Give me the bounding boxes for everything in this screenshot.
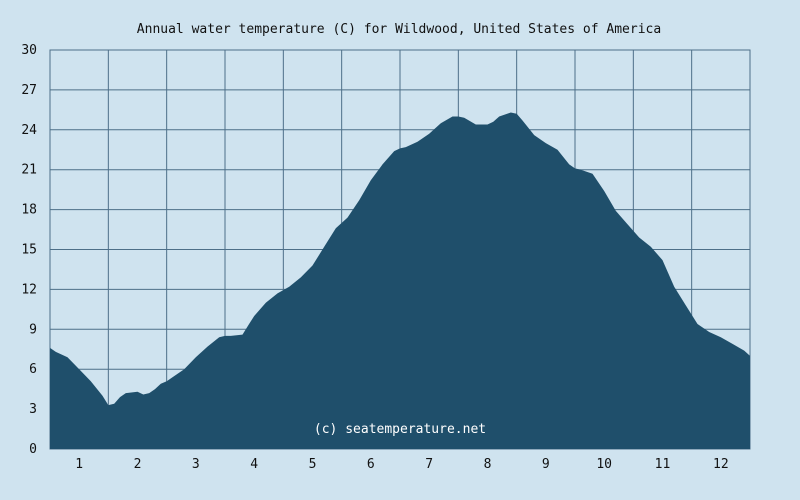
temperature-area-series: [50, 112, 750, 449]
y-tick-label: 18: [21, 203, 37, 218]
x-tick-label: 1: [75, 457, 83, 472]
y-tick-label: 21: [21, 163, 37, 178]
y-tick-label: 15: [21, 243, 37, 258]
x-tick-label: 12: [713, 457, 729, 472]
x-tick-label: 6: [367, 457, 375, 472]
y-tick-label: 24: [21, 123, 37, 138]
y-tick-label: 0: [29, 442, 37, 457]
y-tick-label: 12: [21, 282, 37, 297]
y-tick-label: 9: [29, 322, 37, 337]
x-tick-label: 3: [192, 457, 200, 472]
x-tick-label: 4: [250, 457, 258, 472]
y-tick-label: 27: [21, 83, 37, 98]
area-layer: [50, 112, 750, 449]
x-tick-label: 10: [596, 457, 612, 472]
x-tick-label: 5: [309, 457, 317, 472]
x-tick-label: 2: [134, 457, 142, 472]
x-tick-label: 11: [655, 457, 671, 472]
x-tick-label: 8: [484, 457, 492, 472]
x-tick-label: 9: [542, 457, 550, 472]
y-axis-ticks: 0 3 6 9 12 15 18 21 24 27 30: [21, 43, 37, 457]
y-tick-label: 6: [29, 362, 37, 377]
x-axis-ticks: 1 2 3 4 5 6 7 8 9 10 11 12: [75, 457, 728, 472]
x-tick-label: 7: [425, 457, 433, 472]
y-tick-label: 30: [21, 43, 37, 58]
y-tick-label: 3: [29, 402, 37, 417]
chart-watermark: (c) seatemperature.net: [314, 422, 486, 437]
chart-title: Annual water temperature (C) for Wildwoo…: [137, 22, 661, 37]
